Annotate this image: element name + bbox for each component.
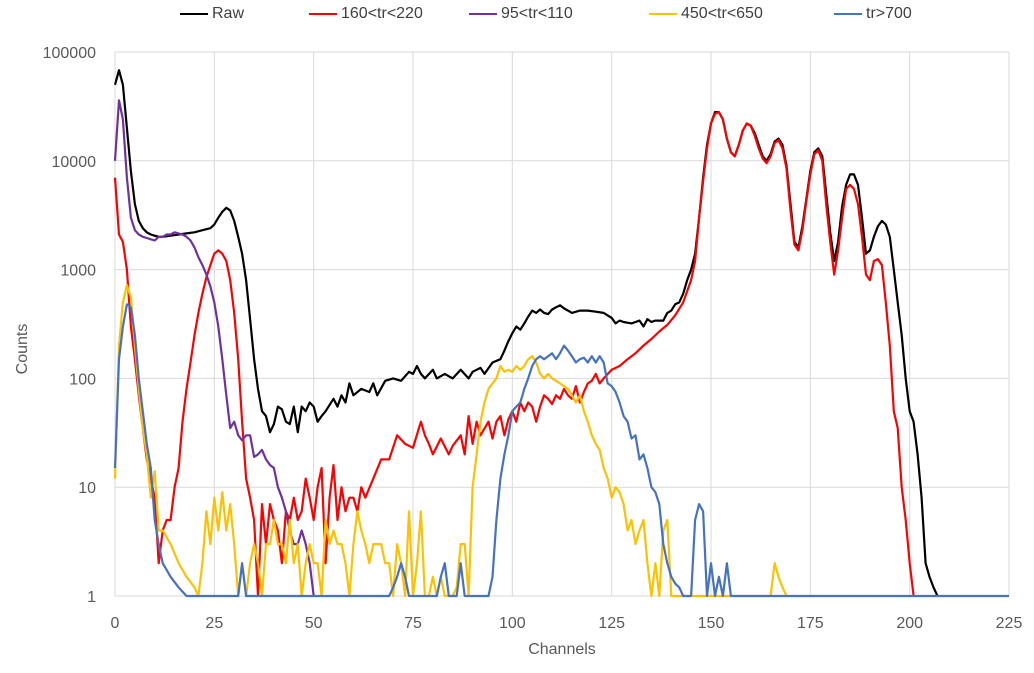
y-tick-label: 1000 bbox=[60, 263, 96, 280]
legend-item: 95<tr<110 bbox=[469, 5, 573, 23]
series-line-raw bbox=[113, 69, 939, 597]
x-tick-label: 25 bbox=[205, 615, 223, 632]
legend-item: 160<tr<220 bbox=[309, 5, 423, 23]
x-tick-label: 150 bbox=[698, 615, 725, 632]
x-tick-label: 75 bbox=[404, 615, 422, 632]
y-tick-label: 100 bbox=[69, 371, 96, 388]
legend-item: 450<tr<650 bbox=[649, 5, 763, 23]
legend-swatch bbox=[309, 13, 337, 15]
series-line-160-tr-220 bbox=[113, 111, 915, 598]
grid-lines bbox=[114, 51, 1010, 597]
x-tick-label: 125 bbox=[598, 615, 625, 632]
x-tick-label: 200 bbox=[896, 615, 923, 632]
legend-label: Raw bbox=[212, 5, 245, 22]
legend-swatch bbox=[469, 13, 497, 15]
x-tick-label: 0 bbox=[111, 615, 120, 632]
x-tick-label: 50 bbox=[305, 615, 323, 632]
y-tick-label: 10 bbox=[78, 480, 96, 497]
x-tick-label: 100 bbox=[499, 615, 526, 632]
legend-swatch bbox=[180, 13, 208, 15]
y-tick-label: 1 bbox=[87, 589, 96, 606]
y-tick-labels: 1 10 100 1000 10000 100000 bbox=[43, 45, 96, 606]
legend: Raw 160<tr<220 95<tr<110 450<tr<650 tr>700 bbox=[0, 5, 1034, 27]
y-tick-label: 100000 bbox=[43, 45, 96, 62]
x-tick-label: 175 bbox=[797, 615, 824, 632]
series-line-tr-700 bbox=[113, 303, 1009, 598]
y-axis-title: Counts bbox=[14, 323, 31, 375]
legend-swatch bbox=[834, 13, 862, 15]
legend-label: 95<tr<110 bbox=[501, 5, 573, 22]
series-line-450-tr-650 bbox=[113, 284, 788, 598]
legend-item: Raw bbox=[180, 5, 244, 23]
x-tick-label: 225 bbox=[996, 615, 1023, 632]
series-line-95-tr-110 bbox=[113, 99, 315, 597]
legend-item: tr>700 bbox=[834, 5, 912, 23]
legend-label: 160<tr<220 bbox=[341, 5, 423, 22]
x-tick-labels: 0 25 50 75 100 125 150 175 200 225 bbox=[111, 615, 1023, 632]
y-tick-label: 10000 bbox=[52, 154, 97, 171]
legend-swatch bbox=[649, 13, 677, 15]
x-axis-title: Channels bbox=[528, 641, 596, 658]
legend-label: tr>700 bbox=[866, 5, 912, 22]
series-lines bbox=[113, 69, 1009, 598]
legend-label: 450<tr<650 bbox=[681, 5, 763, 22]
